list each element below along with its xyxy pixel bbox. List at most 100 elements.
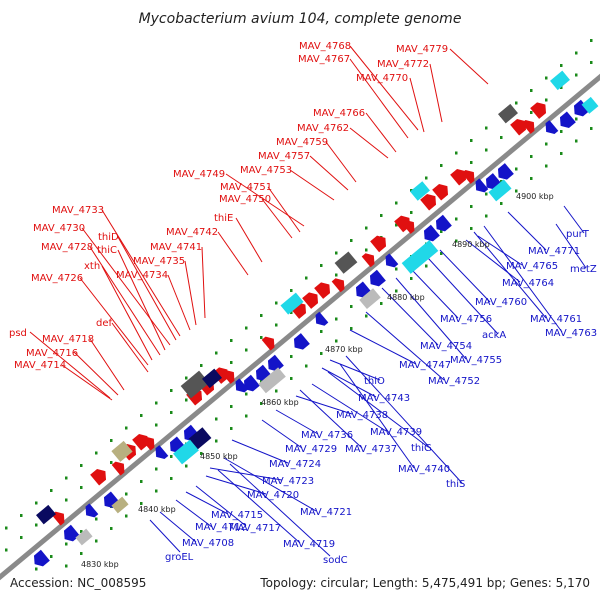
guide-dot bbox=[470, 205, 473, 208]
gene-label[interactable]: MAV_4768 bbox=[299, 41, 351, 52]
gene-label[interactable]: MAV_4743 bbox=[358, 393, 410, 404]
guide-dot bbox=[530, 111, 533, 114]
gene-arrow bbox=[361, 253, 375, 268]
gene-label[interactable]: thiC bbox=[97, 245, 117, 256]
accession-text: Accession: NC_008595 bbox=[10, 576, 146, 590]
gene-label[interactable]: MAV_4734 bbox=[116, 270, 168, 281]
gene-label[interactable]: MAV_4772 bbox=[377, 59, 429, 70]
guide-dot bbox=[335, 339, 338, 343]
gene-label[interactable]: MAV_4718 bbox=[42, 334, 94, 345]
connector-line bbox=[295, 395, 353, 415]
gene-label[interactable]: MAV_4764 bbox=[502, 278, 554, 289]
gene-label[interactable]: MAV_4755 bbox=[450, 355, 502, 366]
gene-label[interactable]: MAV_4714 bbox=[14, 360, 66, 371]
gene-block bbox=[498, 103, 518, 124]
connector-line bbox=[409, 77, 425, 133]
gene-label[interactable]: MAV_4724 bbox=[269, 459, 321, 470]
gene-label[interactable]: MAV_4729 bbox=[285, 444, 337, 455]
gene-label[interactable]: psd bbox=[9, 328, 27, 339]
gene-label[interactable]: thiS bbox=[446, 479, 465, 490]
gene-label[interactable]: MAV_4767 bbox=[298, 54, 350, 65]
gene-label[interactable]: MAV_4721 bbox=[300, 507, 352, 518]
connector-line bbox=[395, 277, 467, 360]
gene-label[interactable]: MAV_4733 bbox=[52, 205, 104, 216]
gene-label[interactable]: MAV_4738 bbox=[336, 410, 388, 421]
gene-label[interactable]: MAV_4717 bbox=[229, 523, 281, 534]
gene-label[interactable]: MAV_4715 bbox=[211, 510, 263, 521]
gene-label[interactable]: MAV_4739 bbox=[370, 427, 422, 438]
gene-label[interactable]: purT bbox=[566, 229, 590, 240]
gene-block-shape bbox=[111, 440, 133, 462]
gene-label[interactable]: MAV_4716 bbox=[26, 348, 78, 359]
gene-label[interactable]: MAV_4720 bbox=[247, 490, 299, 501]
gene-block-shape bbox=[280, 292, 304, 315]
gene-label[interactable]: MAV_4762 bbox=[297, 123, 349, 134]
gene-label[interactable]: MAV_4766 bbox=[313, 108, 365, 119]
gene-arrow-shape bbox=[63, 524, 80, 542]
gene-label[interactable]: MAV_4756 bbox=[440, 314, 492, 325]
gene-label[interactable]: sodC bbox=[323, 555, 348, 566]
gene-label[interactable]: MAV_4751 bbox=[220, 182, 272, 193]
gene-label[interactable]: MAV_4749 bbox=[173, 169, 225, 180]
guide-dot bbox=[260, 336, 263, 339]
gene-label[interactable]: MAV_4750 bbox=[219, 194, 271, 205]
gene-label[interactable]: MAV_4754 bbox=[420, 341, 472, 352]
connector-line bbox=[449, 48, 489, 85]
gene-label[interactable]: groEL bbox=[165, 552, 194, 563]
gene-label[interactable]: MAV_4735 bbox=[133, 256, 185, 267]
gene-label[interactable]: thiD bbox=[98, 232, 119, 243]
gene-label[interactable]: MAV_4723 bbox=[262, 476, 314, 487]
gene-label[interactable]: thiO bbox=[364, 376, 385, 387]
gene-label[interactable]: MAV_4728 bbox=[41, 242, 93, 253]
gene-arrow bbox=[497, 163, 514, 180]
gene-arrow bbox=[331, 278, 345, 293]
guide-dot bbox=[260, 402, 263, 405]
connector-line bbox=[209, 467, 283, 481]
gene-label[interactable]: thiG bbox=[411, 443, 432, 454]
gene-arrow bbox=[33, 549, 50, 567]
guide-dot bbox=[50, 489, 53, 492]
guide-dot bbox=[230, 405, 233, 408]
gene-label[interactable]: MAV_4759 bbox=[276, 137, 328, 148]
gene-label[interactable]: thiE bbox=[214, 213, 233, 224]
gene-block bbox=[75, 528, 93, 546]
gene-label[interactable]: MAV_4747 bbox=[399, 360, 451, 371]
guide-dot bbox=[65, 476, 68, 480]
gene-label[interactable]: MAV_4765 bbox=[506, 261, 558, 272]
gene-label[interactable]: MAV_4742 bbox=[166, 227, 218, 238]
gene-label[interactable]: MAV_4740 bbox=[398, 464, 450, 475]
gene-label[interactable]: MAV_4741 bbox=[150, 242, 202, 253]
gene-label[interactable]: MAV_4752 bbox=[428, 376, 480, 387]
guide-dot bbox=[5, 526, 8, 530]
gene-arrow bbox=[315, 311, 329, 326]
gene-label[interactable]: MAV_4757 bbox=[258, 151, 310, 162]
gene-block-shape bbox=[498, 103, 518, 124]
gene-label[interactable]: MAV_4726 bbox=[31, 273, 83, 284]
gene-label[interactable]: MAV_4736 bbox=[301, 430, 353, 441]
gene-label[interactable]: MAV_4712 bbox=[195, 522, 247, 533]
gene-label[interactable]: xth bbox=[84, 261, 100, 272]
gene-label[interactable]: MAV_4761 bbox=[530, 314, 582, 325]
guide-dot bbox=[425, 264, 428, 268]
gene-label[interactable]: metZ bbox=[570, 264, 597, 275]
gene-label[interactable]: ackA bbox=[482, 330, 506, 341]
gene-arrow bbox=[385, 253, 399, 268]
gene-block bbox=[550, 70, 570, 91]
gene-label[interactable]: MAV_4708 bbox=[182, 538, 234, 549]
connector-line bbox=[223, 457, 317, 512]
gene-label[interactable]: MAV_4763 bbox=[545, 328, 597, 339]
gene-label[interactable]: MAV_4719 bbox=[283, 539, 335, 550]
connector-line bbox=[175, 499, 213, 528]
guide-dot bbox=[20, 536, 23, 539]
gene-label[interactable]: def bbox=[96, 318, 113, 329]
gene-label[interactable]: MAV_4737 bbox=[345, 444, 397, 455]
gene-arrow bbox=[530, 102, 547, 119]
gene-label[interactable]: MAV_4770 bbox=[356, 73, 408, 84]
gene-label[interactable]: MAV_4753 bbox=[240, 165, 292, 176]
gene-label[interactable]: MAV_4730 bbox=[33, 223, 85, 234]
gene-label[interactable]: MAV_4779 bbox=[396, 44, 448, 55]
connector-line bbox=[327, 371, 429, 448]
gene-label[interactable]: MAV_4771 bbox=[528, 246, 580, 257]
gene-label[interactable]: MAV_4760 bbox=[475, 297, 527, 308]
guide-dot bbox=[410, 277, 413, 280]
